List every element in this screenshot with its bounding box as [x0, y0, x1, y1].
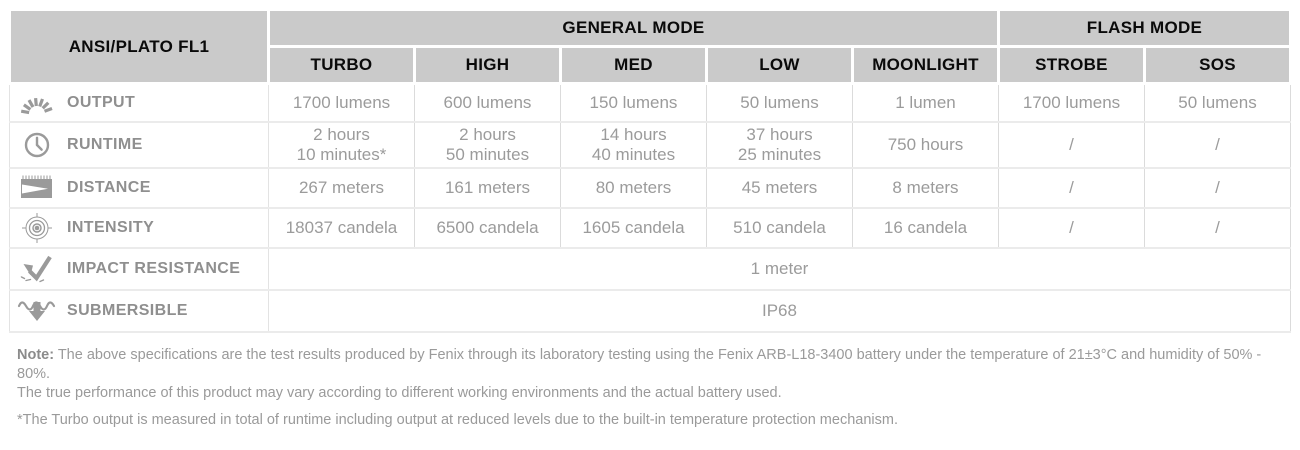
beam-distance-icon: [16, 175, 58, 201]
flash-mode-header: FLASH MODE: [997, 8, 1292, 48]
ansi-fl1-spec-table: ANSI/PLATO FL1 GENERAL MODE FLASH MODE T…: [8, 8, 1292, 333]
column-header-turbo: TURBO: [267, 45, 416, 85]
impact-resistance-row: IMPACT RESISTANCE 1 meter: [9, 246, 1291, 291]
spec-cell: 161 meters: [414, 166, 561, 209]
spec-cell: 750 hours: [852, 120, 999, 169]
spec-cell: 14 hours 40 minutes: [560, 120, 707, 169]
spec-cell: /: [998, 166, 1145, 209]
turbo-footnote: *The Turbo output is measured in total o…: [17, 411, 898, 428]
spec-cell: /: [998, 120, 1145, 169]
spec-cell: 37 hours 25 minutes: [706, 120, 853, 169]
row-label-intensity: INTENSITY: [9, 206, 269, 249]
spec-cell: 6500 candela: [414, 206, 561, 249]
spec-cell: 267 meters: [268, 166, 415, 209]
row-label-impact-resistance: IMPACT RESISTANCE: [9, 246, 269, 291]
spec-cell: 45 meters: [706, 166, 853, 209]
note-label: Note:: [17, 346, 55, 363]
column-header-strobe: STROBE: [997, 45, 1146, 85]
row-label-text: RUNTIME: [67, 135, 143, 153]
row-label-text: INTENSITY: [67, 218, 155, 236]
row-label-text: IMPACT RESISTANCE: [67, 259, 241, 277]
general-mode-header: GENERAL MODE: [267, 8, 1000, 48]
target-rings-icon: [16, 212, 58, 243]
spec-cell: 600 lumens: [414, 82, 561, 123]
submersible-value-cell: IP68: [268, 288, 1291, 333]
spec-cell: /: [998, 206, 1145, 249]
spec-cell: 1 lumen: [852, 82, 999, 123]
spec-cell: 1700 lumens: [998, 82, 1145, 123]
spec-cell: /: [1144, 166, 1291, 209]
spec-cell: /: [1144, 206, 1291, 249]
spec-cell: 16 candela: [852, 206, 999, 249]
column-header-moonlight: MOONLIGHT: [851, 45, 1000, 85]
spec-cell: 50 lumens: [706, 82, 853, 123]
footnotes: Note: The above specifications are the t…: [8, 333, 1292, 430]
output-row: OUTPUT 1700 lumens 600 lumens 150 lumens…: [9, 82, 1291, 123]
row-label-text: SUBMERSIBLE: [67, 301, 188, 319]
spec-cell: 8 meters: [852, 166, 999, 209]
spec-cell: 150 lumens: [560, 82, 707, 123]
corner-header: ANSI/PLATO FL1: [8, 8, 270, 85]
row-label-output: OUTPUT: [9, 82, 269, 123]
note-line-1: The above specifications are the test re…: [17, 346, 1262, 382]
column-header-low: LOW: [705, 45, 854, 85]
runtime-row: RUNTIME 2 hours 10 minutes* 2 hours 50 m…: [9, 120, 1291, 169]
note-line-2: The true performance of this product may…: [17, 384, 782, 401]
spec-cell: 510 candela: [706, 206, 853, 249]
column-header-med: MED: [559, 45, 708, 85]
spec-cell: 1605 candela: [560, 206, 707, 249]
clock-icon: [16, 131, 58, 159]
spec-cell: 1700 lumens: [268, 82, 415, 123]
row-label-text: OUTPUT: [67, 93, 136, 111]
brightness-burst-icon: [16, 91, 58, 115]
intensity-row: INTENSITY 18037 candela 6500 candela 160…: [9, 206, 1291, 249]
distance-row: DISTANCE 267 meters 161 meters 80 meters…: [9, 166, 1291, 209]
row-label-distance: DISTANCE: [9, 166, 269, 209]
submersible-row: SUBMERSIBLE IP68: [9, 288, 1291, 333]
spec-cell: 2 hours 10 minutes*: [268, 120, 415, 169]
mode-name-row: TURBO HIGH MED LOW MOONLIGHT STROBE SOS: [10, 45, 1292, 85]
spec-cell: /: [1144, 120, 1291, 169]
impact-arrow-icon: [16, 254, 58, 284]
spec-cell: 80 meters: [560, 166, 707, 209]
row-label-text: DISTANCE: [67, 178, 151, 196]
spec-sheet: ANSI/PLATO FL1 GENERAL MODE FLASH MODE T…: [8, 8, 1292, 430]
row-label-submersible: SUBMERSIBLE: [9, 288, 269, 333]
mode-group-row: ANSI/PLATO FL1 GENERAL MODE FLASH MODE: [8, 8, 1292, 85]
spec-cell: 50 lumens: [1144, 82, 1291, 123]
table-header: ANSI/PLATO FL1 GENERAL MODE FLASH MODE T…: [8, 8, 1292, 85]
impact-resistance-value-cell: 1 meter: [268, 246, 1291, 291]
row-label-runtime: RUNTIME: [9, 120, 269, 169]
water-arrow-icon: [16, 298, 58, 324]
spec-cell: 2 hours 50 minutes: [414, 120, 561, 169]
note-paragraph: Note: The above specifications are the t…: [17, 346, 1282, 403]
column-header-high: HIGH: [413, 45, 562, 85]
spec-cell: 18037 candela: [268, 206, 415, 249]
column-header-sos: SOS: [1143, 45, 1292, 85]
